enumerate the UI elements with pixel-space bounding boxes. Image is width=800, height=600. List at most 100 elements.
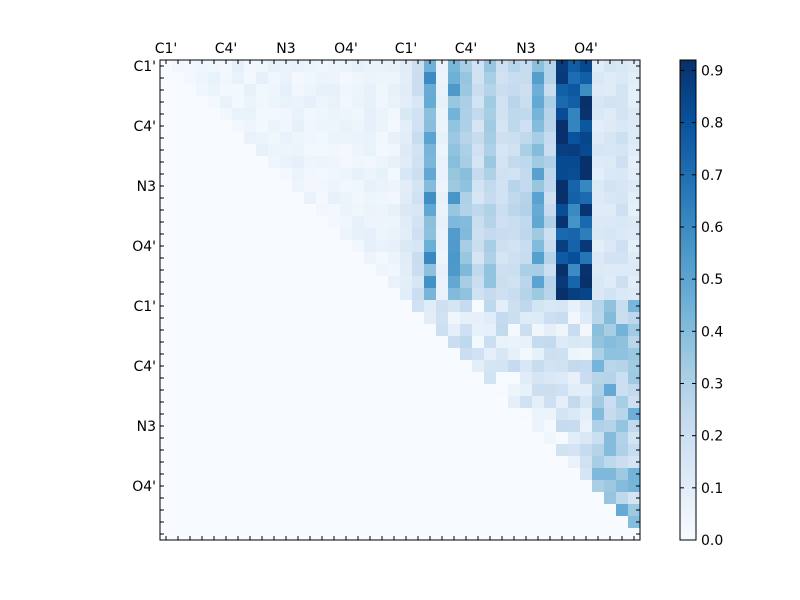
heatmap-cell [532, 516, 545, 529]
heatmap-cell [220, 252, 233, 265]
heatmap-cell [472, 324, 485, 337]
heatmap-cell [460, 468, 473, 481]
heatmap-cell [484, 492, 497, 505]
heatmap-cell [460, 72, 473, 85]
heatmap-cell [376, 108, 389, 121]
heatmap-cell [352, 96, 365, 109]
heatmap-cell [424, 516, 437, 529]
heatmap-cell [304, 432, 317, 445]
heatmap-cell [580, 276, 593, 289]
heatmap-cell [340, 252, 353, 265]
heatmap-cell [160, 180, 173, 193]
heatmap-cell [412, 528, 425, 541]
heatmap-cell [580, 336, 593, 349]
heatmap-cell [496, 96, 509, 109]
heatmap-cell [448, 240, 461, 253]
heatmap-cell [436, 240, 449, 253]
heatmap-cell [340, 528, 353, 541]
heatmap-cell [268, 432, 281, 445]
heatmap-cell [184, 96, 197, 109]
heatmap-cell [232, 516, 245, 529]
heatmap-cell [316, 156, 329, 169]
heatmap-cell [448, 360, 461, 373]
heatmap-cell [328, 336, 341, 349]
heatmap-cell [496, 384, 509, 397]
heatmap-cell [256, 516, 269, 529]
heatmap-cell [472, 156, 485, 169]
y-tick-label: O4' [132, 479, 156, 495]
colorbar-ticks: 0.00.10.20.30.40.50.60.70.80.9 [680, 63, 723, 549]
heatmap-cell [328, 528, 341, 541]
heatmap-cell [340, 444, 353, 457]
heatmap-cell [232, 264, 245, 277]
heatmap-cell [256, 420, 269, 433]
heatmap-cell [424, 492, 437, 505]
heatmap-cell [532, 348, 545, 361]
heatmap-cell [472, 432, 485, 445]
heatmap-cell [496, 180, 509, 193]
heatmap-cell [316, 108, 329, 121]
heatmap-cell [208, 408, 221, 421]
heatmap-cell [352, 504, 365, 517]
heatmap-cell [496, 156, 509, 169]
heatmap-cell [460, 216, 473, 229]
heatmap-cell [304, 516, 317, 529]
heatmap-cell [520, 276, 533, 289]
heatmap-cell [376, 132, 389, 145]
heatmap-cell [172, 228, 185, 241]
heatmap-cell [304, 348, 317, 361]
heatmap-cell [532, 120, 545, 133]
heatmap-cell [592, 432, 605, 445]
heatmap-cell [532, 264, 545, 277]
heatmap-cell [208, 432, 221, 445]
heatmap-cell [328, 276, 341, 289]
heatmap-cell [616, 372, 629, 385]
heatmap-cell [556, 396, 569, 409]
heatmap-cell [544, 468, 557, 481]
heatmap-cell [424, 216, 437, 229]
heatmap-cell [376, 216, 389, 229]
heatmap-cell [580, 468, 593, 481]
heatmap-cell [472, 120, 485, 133]
heatmap-cell [304, 60, 317, 73]
heatmap-cell [388, 456, 401, 469]
heatmap-cell [400, 480, 413, 493]
heatmap-cell [292, 228, 305, 241]
heatmap-cell [400, 516, 413, 529]
heatmap-cell [580, 456, 593, 469]
heatmap-cell [508, 216, 521, 229]
heatmap-cell [364, 492, 377, 505]
heatmap-cell [244, 96, 257, 109]
heatmap-cell [448, 492, 461, 505]
heatmap-cell [244, 288, 257, 301]
heatmap-cell [244, 168, 257, 181]
heatmap-cell [508, 492, 521, 505]
heatmap-cell [316, 456, 329, 469]
heatmap-cell [220, 516, 233, 529]
heatmap-cell [256, 492, 269, 505]
heatmap-cell [232, 144, 245, 157]
heatmap-cell [532, 108, 545, 121]
heatmap-cell [424, 228, 437, 241]
heatmap-cell [436, 108, 449, 121]
heatmap-cell [604, 168, 617, 181]
heatmap-cell [556, 108, 569, 121]
heatmap-cell [376, 60, 389, 73]
heatmap-cell [496, 132, 509, 145]
heatmap-cell [484, 84, 497, 97]
heatmap-cell [472, 96, 485, 109]
heatmap-cell [376, 120, 389, 133]
heatmap-cell [304, 480, 317, 493]
heatmap-cell [544, 132, 557, 145]
heatmap-cell [556, 216, 569, 229]
heatmap-cell [232, 528, 245, 541]
heatmap-cell [220, 408, 233, 421]
heatmap-cell [280, 516, 293, 529]
heatmap-cell [364, 312, 377, 325]
heatmap-cell [604, 528, 617, 541]
heatmap-cell [196, 480, 209, 493]
heatmap-cell [460, 300, 473, 313]
heatmap-cell [448, 228, 461, 241]
colorbar-tick-label: 0.1 [701, 481, 723, 497]
